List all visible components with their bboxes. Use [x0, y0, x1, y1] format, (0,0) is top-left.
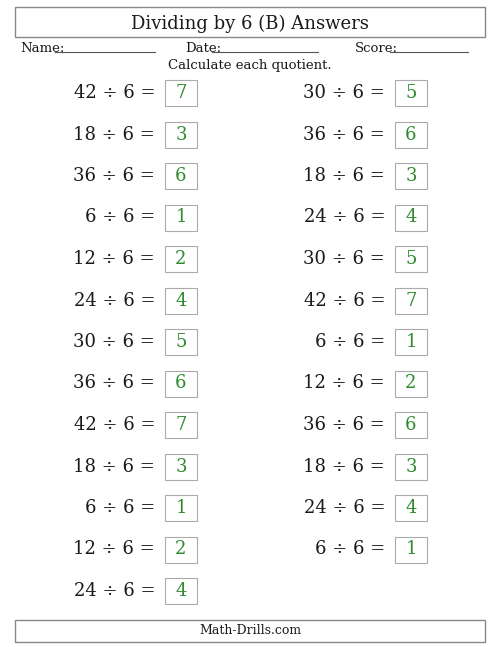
- FancyBboxPatch shape: [395, 371, 427, 397]
- Text: 18 ÷ 6 =: 18 ÷ 6 =: [303, 167, 385, 185]
- Text: 5: 5: [406, 250, 416, 268]
- Text: 4: 4: [406, 499, 416, 517]
- FancyBboxPatch shape: [165, 80, 197, 106]
- Text: 7: 7: [176, 84, 186, 102]
- Text: 36 ÷ 6 =: 36 ÷ 6 =: [303, 416, 385, 434]
- Text: 1: 1: [176, 499, 187, 517]
- FancyBboxPatch shape: [395, 163, 427, 189]
- FancyBboxPatch shape: [165, 204, 197, 230]
- FancyBboxPatch shape: [395, 246, 427, 272]
- Text: 6: 6: [176, 167, 187, 185]
- FancyBboxPatch shape: [165, 371, 197, 397]
- Text: 36 ÷ 6 =: 36 ÷ 6 =: [73, 167, 155, 185]
- FancyBboxPatch shape: [165, 454, 197, 479]
- FancyBboxPatch shape: [395, 412, 427, 438]
- Text: 18 ÷ 6 =: 18 ÷ 6 =: [73, 126, 155, 144]
- FancyBboxPatch shape: [165, 246, 197, 272]
- Text: 12 ÷ 6 =: 12 ÷ 6 =: [304, 375, 385, 393]
- Text: 12 ÷ 6 =: 12 ÷ 6 =: [74, 540, 155, 558]
- Text: 6 ÷ 6 =: 6 ÷ 6 =: [85, 208, 155, 226]
- Text: 24 ÷ 6 =: 24 ÷ 6 =: [74, 292, 155, 309]
- Text: 42 ÷ 6 =: 42 ÷ 6 =: [304, 292, 385, 309]
- Text: 6 ÷ 6 =: 6 ÷ 6 =: [85, 499, 155, 517]
- FancyBboxPatch shape: [165, 578, 197, 604]
- Text: 42 ÷ 6 =: 42 ÷ 6 =: [74, 84, 155, 102]
- FancyBboxPatch shape: [165, 163, 197, 189]
- Text: 42 ÷ 6 =: 42 ÷ 6 =: [74, 416, 155, 434]
- Text: 2: 2: [176, 250, 186, 268]
- Text: 3: 3: [176, 457, 187, 476]
- Text: Name:: Name:: [20, 41, 64, 54]
- FancyBboxPatch shape: [165, 122, 197, 148]
- Text: 3: 3: [405, 457, 417, 476]
- Text: 24 ÷ 6 =: 24 ÷ 6 =: [304, 208, 385, 226]
- Text: 1: 1: [405, 333, 417, 351]
- Text: 3: 3: [405, 167, 417, 185]
- Text: 5: 5: [176, 333, 186, 351]
- Text: Date:: Date:: [185, 41, 221, 54]
- FancyBboxPatch shape: [395, 495, 427, 521]
- FancyBboxPatch shape: [15, 620, 485, 642]
- Text: 36 ÷ 6 =: 36 ÷ 6 =: [73, 375, 155, 393]
- Text: 4: 4: [176, 582, 186, 600]
- Text: 6 ÷ 6 =: 6 ÷ 6 =: [315, 333, 385, 351]
- FancyBboxPatch shape: [395, 80, 427, 106]
- Text: 18 ÷ 6 =: 18 ÷ 6 =: [73, 457, 155, 476]
- Text: 24 ÷ 6 =: 24 ÷ 6 =: [304, 499, 385, 517]
- FancyBboxPatch shape: [165, 412, 197, 438]
- Text: 30 ÷ 6 =: 30 ÷ 6 =: [303, 250, 385, 268]
- FancyBboxPatch shape: [15, 7, 485, 37]
- Text: 12 ÷ 6 =: 12 ÷ 6 =: [74, 250, 155, 268]
- Text: 36 ÷ 6 =: 36 ÷ 6 =: [303, 126, 385, 144]
- Text: Score:: Score:: [355, 41, 398, 54]
- Text: 2: 2: [406, 375, 416, 393]
- FancyBboxPatch shape: [395, 536, 427, 562]
- FancyBboxPatch shape: [395, 329, 427, 355]
- FancyBboxPatch shape: [395, 454, 427, 479]
- Text: 4: 4: [406, 208, 416, 226]
- FancyBboxPatch shape: [165, 536, 197, 562]
- Text: 6: 6: [405, 416, 417, 434]
- FancyBboxPatch shape: [395, 287, 427, 314]
- Text: 3: 3: [176, 126, 187, 144]
- Text: 6 ÷ 6 =: 6 ÷ 6 =: [315, 540, 385, 558]
- FancyBboxPatch shape: [165, 495, 197, 521]
- Text: 24 ÷ 6 =: 24 ÷ 6 =: [74, 582, 155, 600]
- Text: 1: 1: [176, 208, 187, 226]
- Text: 7: 7: [176, 416, 186, 434]
- Text: 18 ÷ 6 =: 18 ÷ 6 =: [303, 457, 385, 476]
- Text: 30 ÷ 6 =: 30 ÷ 6 =: [303, 84, 385, 102]
- FancyBboxPatch shape: [165, 329, 197, 355]
- FancyBboxPatch shape: [395, 122, 427, 148]
- FancyBboxPatch shape: [395, 204, 427, 230]
- Text: 5: 5: [406, 84, 416, 102]
- Text: Calculate each quotient.: Calculate each quotient.: [168, 60, 332, 72]
- Text: Dividing by 6 (B) Answers: Dividing by 6 (B) Answers: [131, 15, 369, 33]
- Text: 1: 1: [405, 540, 417, 558]
- Text: Math-Drills.com: Math-Drills.com: [199, 624, 301, 637]
- Text: 6: 6: [176, 375, 187, 393]
- Text: 30 ÷ 6 =: 30 ÷ 6 =: [73, 333, 155, 351]
- Text: 4: 4: [176, 292, 186, 309]
- Text: 7: 7: [406, 292, 416, 309]
- Text: 6: 6: [405, 126, 417, 144]
- FancyBboxPatch shape: [165, 287, 197, 314]
- Text: 2: 2: [176, 540, 186, 558]
